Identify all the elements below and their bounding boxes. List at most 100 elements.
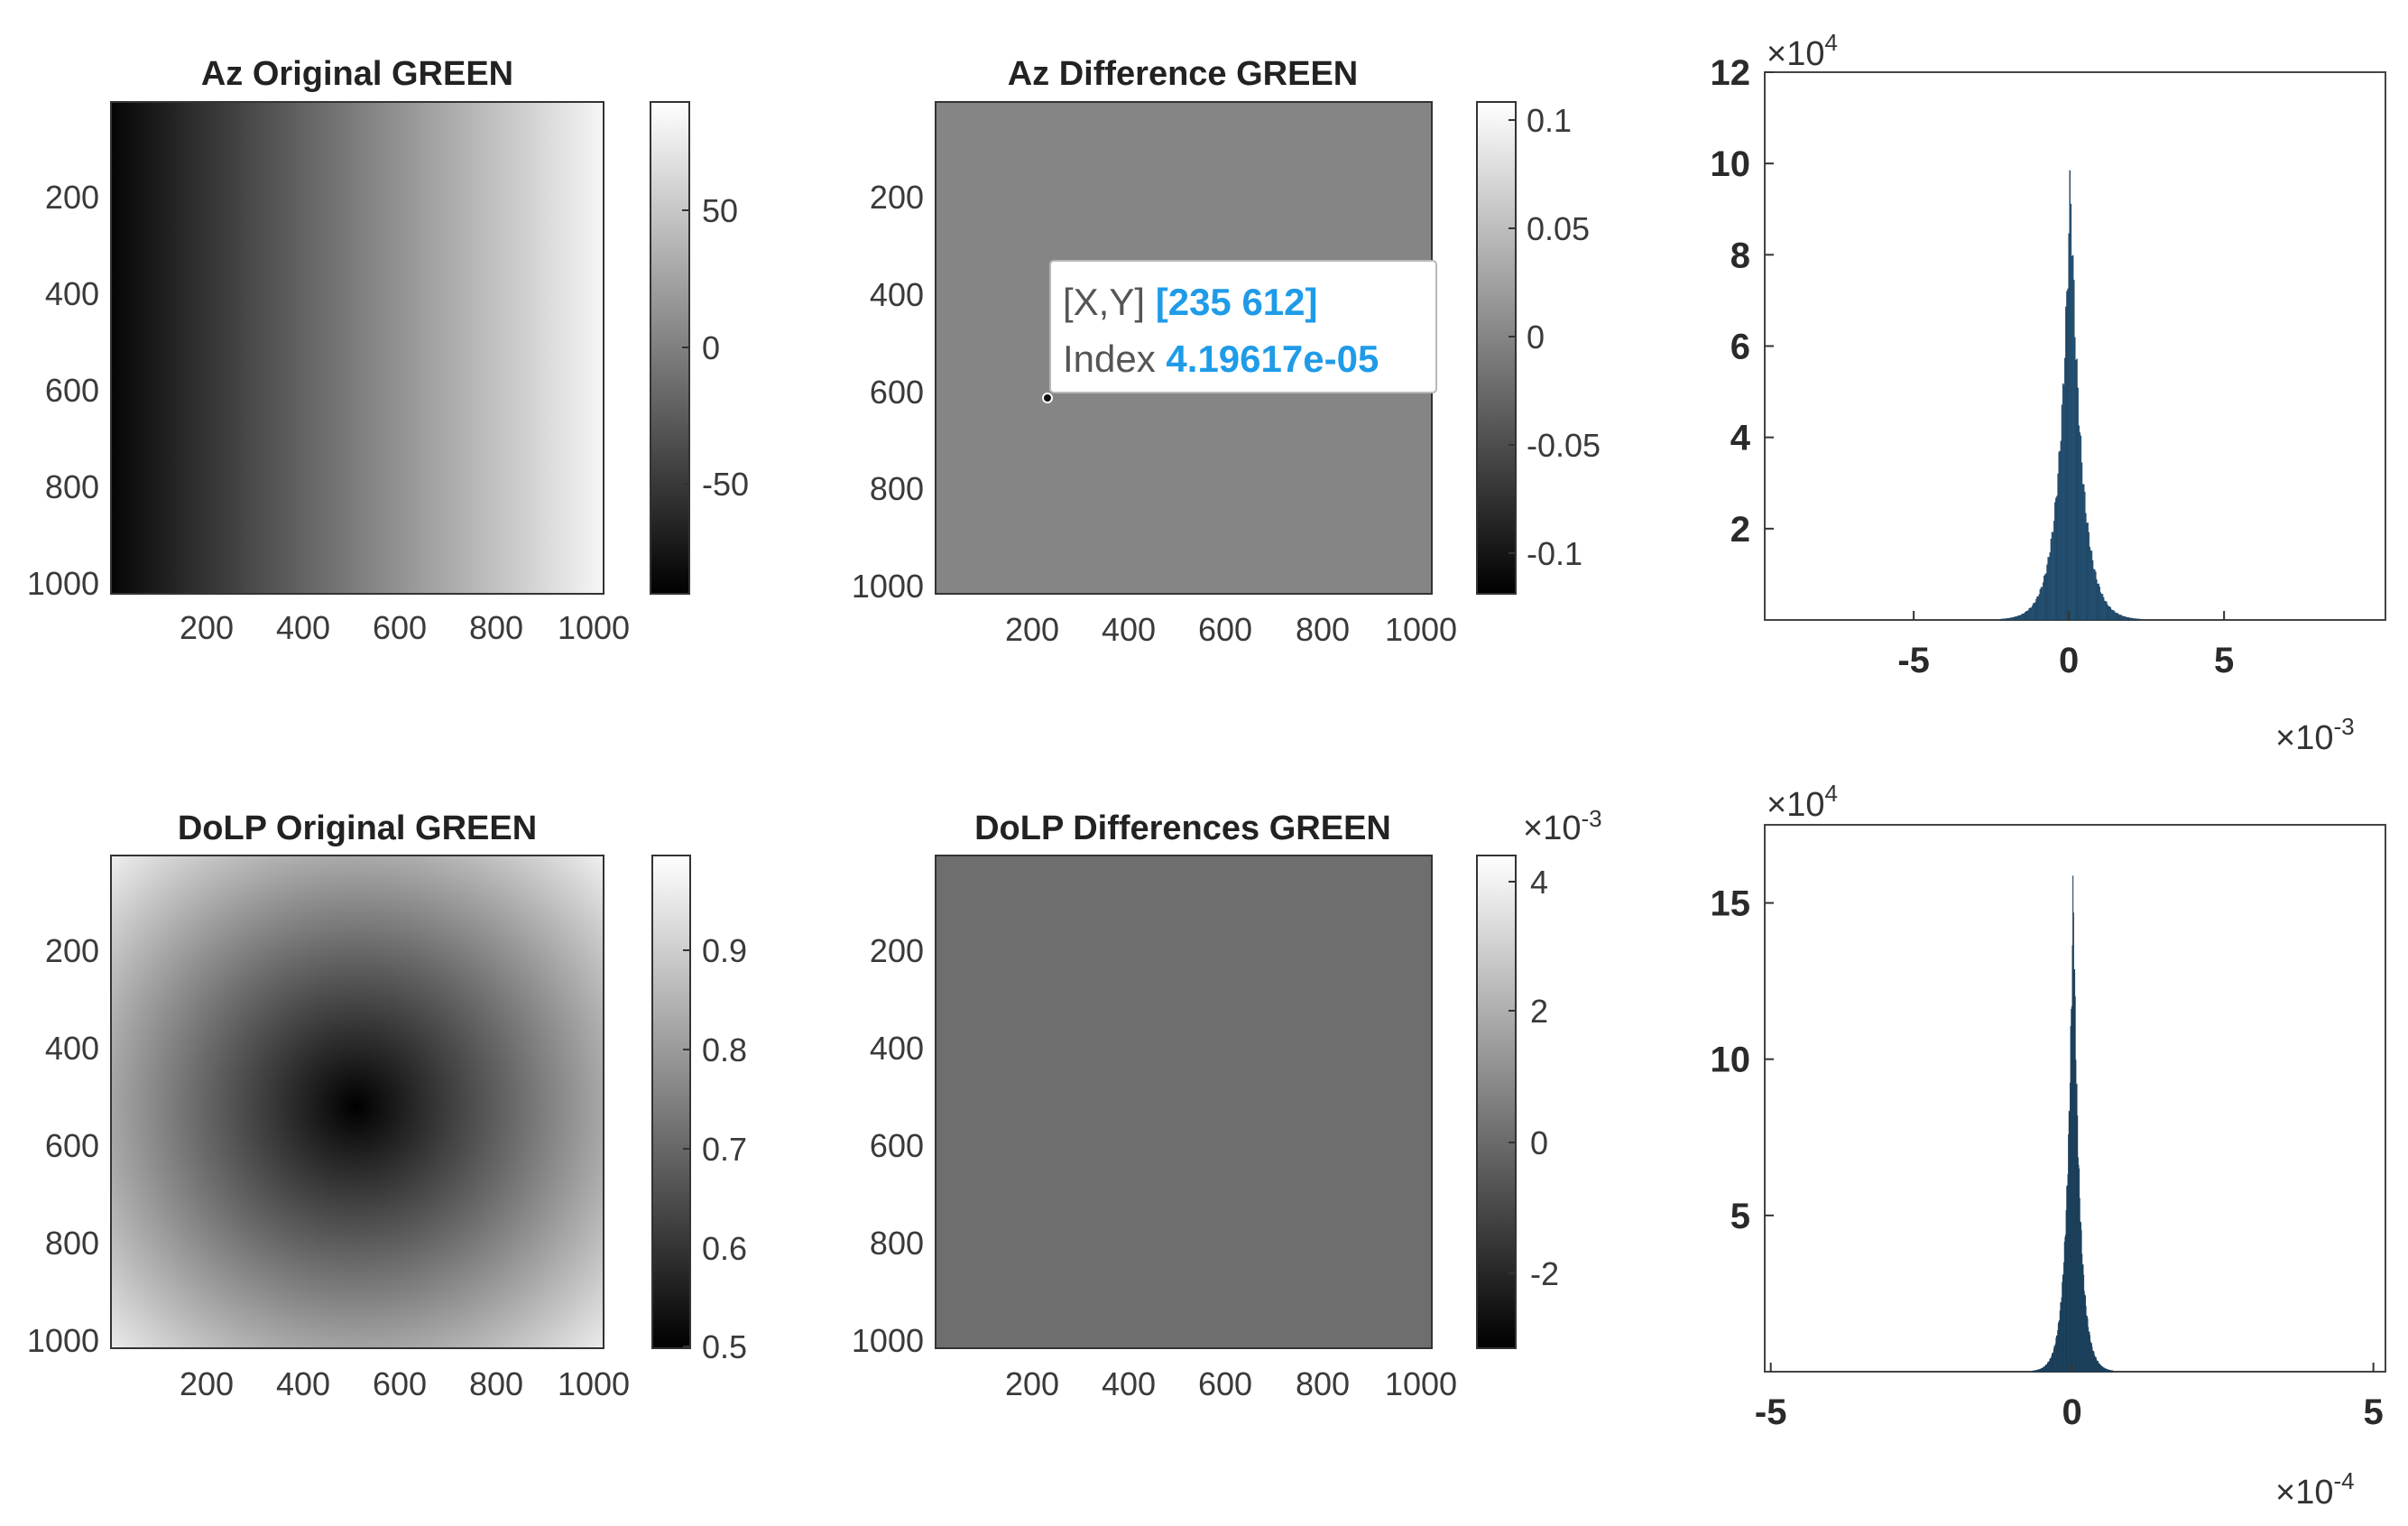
colorbar-scale (651, 855, 691, 1349)
y-tick-label: 400 (45, 275, 99, 312)
y-multiplier-base: ×10 (1767, 35, 1824, 73)
datatip-box (1049, 260, 1437, 393)
y-tick-label: 5 (1730, 1197, 1750, 1236)
colorbar-tick-label: -0.05 (1527, 427, 1601, 464)
y-tick-label: 800 (45, 1225, 99, 1262)
y-tick-label: 1000 (27, 565, 99, 602)
heatmap-image (110, 101, 604, 595)
y-multiplier-exponent: 4 (1824, 780, 1837, 807)
x-tick-label: 1000 (1385, 1365, 1457, 1402)
x-axis: 200 400 600 800 1000 (1005, 611, 1457, 648)
y-multiplier: ×104 (1767, 29, 1838, 73)
y-tick-label: 800 (870, 470, 924, 507)
colorbar-scale (1476, 101, 1517, 595)
x-tick-label: 800 (469, 1365, 523, 1402)
x-tick-label: 1000 (1385, 611, 1457, 648)
x-axis: 200 400 600 800 1000 (1005, 1365, 1457, 1402)
y-tick-label: 200 (870, 179, 924, 216)
x-tick-label: 0 (2062, 1392, 2082, 1432)
x-tick-label: 800 (1296, 611, 1350, 648)
x-tick-label: 800 (469, 609, 523, 646)
colorbar-tick-label: 50 (702, 192, 738, 229)
x-multiplier-label: ×10-3 (2275, 713, 2355, 757)
datatip-xy-value: [235 612] (1156, 281, 1318, 323)
histogram-bars (1999, 170, 2141, 621)
x-tick-label: 200 (180, 1365, 234, 1402)
x-tick-label: 200 (1005, 611, 1059, 648)
y-tick-label: 400 (45, 1030, 99, 1067)
datatip-index-row: Index 4.19617e-05 (1063, 338, 1379, 380)
datatip[interactable]: [X,Y] [235 612] Index 4.19617e-05 (1042, 260, 1437, 403)
x-axis: -5 0 5 (1897, 611, 2234, 680)
y-tick-label: 2 (1730, 510, 1750, 550)
x-multiplier-exponent: -3 (2333, 713, 2354, 740)
panel-az-difference: Az Difference GREEN 200 400 600 800 1000… (852, 55, 1601, 648)
x-tick-label: 1000 (558, 1365, 630, 1402)
x-tick-label: -5 (1755, 1392, 1787, 1432)
y-tick-label: 8 (1730, 236, 1750, 275)
y-tick-label: 12 (1711, 53, 1751, 93)
x-multiplier: ×10-4 (2275, 1467, 2355, 1512)
x-tick-label: 600 (373, 609, 427, 646)
y-tick-label: 200 (45, 932, 99, 969)
x-axis: 200 400 600 800 1000 (180, 1365, 630, 1402)
panel-dolp-differences: DoLP Differences GREEN 200 400 600 800 1… (852, 805, 1602, 1402)
y-tick-label: 400 (870, 276, 924, 313)
x-tick-label: 400 (1102, 1365, 1156, 1402)
y-axis: 200 400 600 800 1000 (27, 932, 99, 1359)
y-tick-label: 10 (1711, 1040, 1751, 1080)
y-tick-label: 800 (45, 468, 99, 505)
colorbar-tick-label: -2 (1530, 1255, 1559, 1292)
histogram-bar (2112, 1370, 2114, 1373)
x-multiplier-exponent: -4 (2333, 1467, 2354, 1494)
datatip-xy-label: [X,Y] (1063, 281, 1145, 323)
panel-dolp-original: DoLP Original GREEN 200 400 600 800 1000… (27, 809, 747, 1402)
colorbar-multiplier: ×10-3 (1523, 805, 1602, 847)
colorbar-tick-label: 0.9 (702, 932, 747, 969)
panel-title: Az Original GREEN (201, 55, 513, 93)
x-tick-label: 5 (2364, 1392, 2384, 1432)
x-tick-label: 600 (373, 1365, 427, 1402)
colorbar-tick-label: 0 (702, 329, 720, 366)
y-axis: 2 4 6 8 10 12 (1711, 53, 1774, 550)
x-multiplier-label: ×10-4 (2275, 1467, 2355, 1512)
x-multiplier-base: ×10 (2275, 1474, 2333, 1512)
y-tick-label: 1000 (852, 568, 924, 605)
colorbar-tick-label: 0.6 (702, 1230, 747, 1267)
x-tick-label: 600 (1198, 1365, 1252, 1402)
colorbar: 0.1 0.05 0 -0.05 -0.1 (1476, 101, 1601, 595)
y-axis: 200 400 600 800 1000 (852, 932, 924, 1359)
colorbar: 50 0 -50 (650, 101, 749, 595)
y-multiplier-base: ×10 (1767, 786, 1824, 824)
histogram-bar (2139, 618, 2141, 621)
y-multiplier-exponent: 4 (1824, 29, 1837, 56)
colorbar-tick-label: 0 (1530, 1124, 1548, 1161)
panel-az-histogram: ×104 ×10-3 -5 0 5 2 4 6 8 10 12 (1711, 29, 2386, 757)
y-tick-label: 200 (45, 179, 99, 216)
colorbar-tick-label: 0 (1527, 319, 1545, 356)
colorbar-tick-label: 0.8 (702, 1031, 747, 1068)
y-tick-label: 200 (870, 932, 924, 969)
datatip-index-label: Index (1063, 338, 1156, 380)
y-axis: 5 10 15 (1711, 884, 1774, 1236)
x-tick-label: 400 (276, 609, 330, 646)
datatip-xy-row: [X,Y] [235 612] (1063, 281, 1318, 323)
panel-az-original: Az Original GREEN 200 400 600 800 1000 2… (27, 55, 749, 646)
colorbar-scale (1476, 855, 1517, 1349)
x-tick-label: 400 (276, 1365, 330, 1402)
y-tick-label: 10 (1711, 144, 1751, 184)
y-tick-label: 400 (870, 1030, 924, 1067)
heatmap-image (935, 855, 1433, 1349)
panel-title: Az Difference GREEN (1008, 55, 1359, 93)
colorbar-tick-label: 2 (1530, 993, 1548, 1030)
y-tick-label: 600 (870, 1127, 924, 1164)
panel-title: DoLP Differences GREEN (974, 809, 1391, 847)
x-multiplier-base: ×10 (2275, 719, 2333, 757)
x-tick-label: 200 (1005, 1365, 1059, 1402)
colorbar-tick-label: -50 (702, 466, 749, 503)
panel-dolp-histogram: ×104 ×10-4 -5 0 5 5 10 15 (1711, 780, 2386, 1512)
datatip-marker[interactable] (1042, 393, 1053, 403)
x-axis: -5 0 5 (1755, 1363, 2384, 1432)
colorbar-tick-label: 0.7 (702, 1131, 747, 1168)
y-multiplier: ×104 (1767, 780, 1838, 824)
